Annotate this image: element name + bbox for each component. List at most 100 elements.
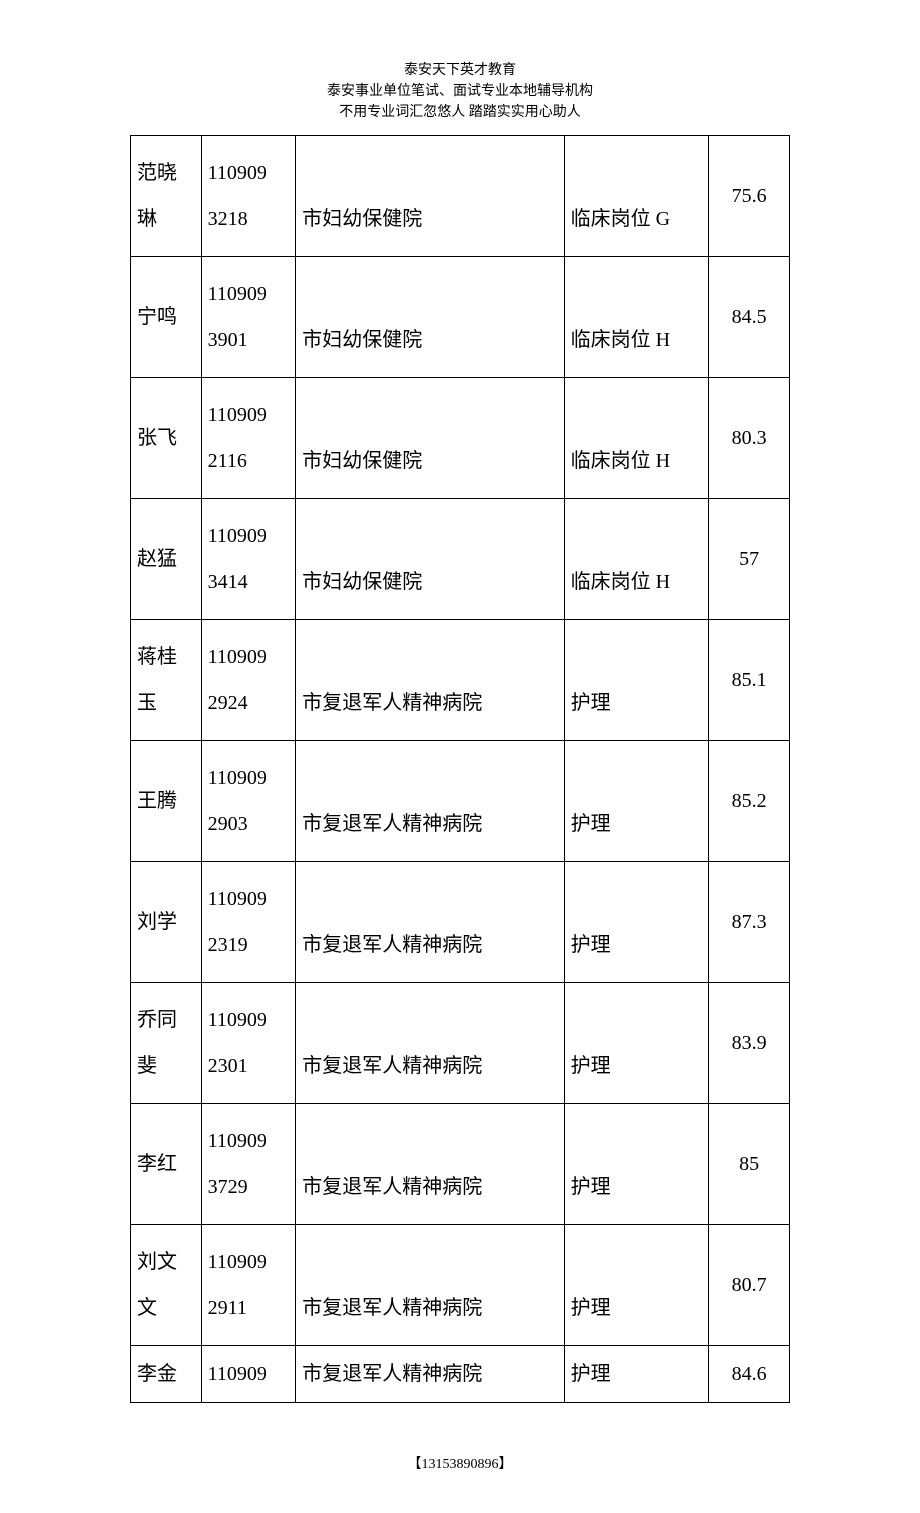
id-line2: 2301 (208, 1043, 290, 1089)
cell-organization: 市妇幼保健院 (296, 257, 564, 378)
org-text: 市复退军人精神病院 (302, 922, 557, 968)
id-line2: 2924 (208, 680, 290, 726)
id-line1: 110909 (208, 1118, 290, 1164)
cell-organization: 市复退军人精神病院 (296, 1225, 564, 1346)
cell-id: 1109092911 (201, 1225, 296, 1346)
cell-score: 80.7 (709, 1225, 790, 1346)
header-line-3: 不用专业词汇忽悠人 踏踏实实用心助人 (130, 102, 790, 123)
cell-position: 护理 (564, 741, 709, 862)
name-line2: 琳 (137, 196, 195, 242)
name-line2: 斐 (137, 1043, 195, 1089)
cell-id: 1109092924 (201, 620, 296, 741)
score-text: 85.1 (732, 669, 767, 691)
page-header: 泰安天下英才教育 泰安事业单位笔试、面试专业本地辅导机构 不用专业词汇忽悠人 踏… (130, 60, 790, 123)
name-line2: 玉 (137, 680, 195, 726)
org-text: 市妇幼保健院 (302, 559, 557, 605)
name-line2: 赵猛 (137, 536, 195, 582)
id-line1: 110909 (208, 997, 290, 1043)
pos-blank (571, 997, 703, 1043)
table-row: 蒋桂玉1109092924 市复退军人精神病院 护理85.1 (131, 620, 790, 741)
cell-organization: 市复退军人精神病院 (296, 1104, 564, 1225)
org-blank (302, 876, 557, 922)
cell-id: 1109092301 (201, 983, 296, 1104)
cell-position: 护理 (564, 1225, 709, 1346)
cell-organization: 市复退军人精神病院 (296, 983, 564, 1104)
table-row: 张飞1109092116 市妇幼保健院 临床岗位 H80.3 (131, 378, 790, 499)
id-text: 110909 (208, 1363, 267, 1385)
org-blank (302, 513, 557, 559)
pos-blank (571, 634, 703, 680)
cell-position: 临床岗位 H (564, 378, 709, 499)
name-text: 李金 (137, 1363, 177, 1385)
cell-score: 85.1 (709, 620, 790, 741)
name-line1: 蒋桂 (137, 634, 195, 680)
cell-organization: 市妇幼保健院 (296, 136, 564, 257)
name-line1: 乔同 (137, 997, 195, 1043)
cell-score: 85.2 (709, 741, 790, 862)
cell-position: 临床岗位 H (564, 499, 709, 620)
id-line2: 2116 (208, 438, 290, 484)
id-line2: 2319 (208, 922, 290, 968)
org-text: 市复退军人精神病院 (302, 1164, 557, 1210)
org-text: 市妇幼保健院 (302, 438, 557, 484)
pos-blank (571, 876, 703, 922)
id-line1: 110909 (208, 513, 290, 559)
cell-id: 1109093414 (201, 499, 296, 620)
org-blank (302, 634, 557, 680)
id-line2: 2911 (208, 1285, 290, 1331)
pos-text: 护理 (571, 1164, 703, 1210)
org-text: 市复退军人精神病院 (302, 1363, 482, 1385)
score-text: 87.3 (732, 911, 767, 933)
pos-text: 护理 (571, 922, 703, 968)
cell-position: 护理 (564, 1346, 709, 1403)
pos-text: 临床岗位 H (571, 317, 703, 363)
pos-text: 护理 (571, 801, 703, 847)
table-row: 李红1109093729 市复退军人精神病院 护理85 (131, 1104, 790, 1225)
cell-score: 80.3 (709, 378, 790, 499)
name-line2: 李红 (137, 1141, 195, 1187)
org-text: 市复退军人精神病院 (302, 1043, 557, 1089)
cell-score: 83.9 (709, 983, 790, 1104)
id-line1: 110909 (208, 634, 290, 680)
cell-name: 李金 (131, 1346, 202, 1403)
score-text: 75.6 (732, 185, 767, 207)
pos-blank (571, 392, 703, 438)
id-line2: 2903 (208, 801, 290, 847)
cell-id: 1109093901 (201, 257, 296, 378)
cell-score: 87.3 (709, 862, 790, 983)
org-blank (302, 997, 557, 1043)
name-line2: 文 (137, 1285, 195, 1331)
id-line2: 3729 (208, 1164, 290, 1210)
cell-id: 1109093218 (201, 136, 296, 257)
cell-name: 蒋桂玉 (131, 620, 202, 741)
pos-text: 临床岗位 G (571, 196, 703, 242)
cell-id: 1109093729 (201, 1104, 296, 1225)
id-line1: 110909 (208, 755, 290, 801)
cell-position: 护理 (564, 620, 709, 741)
cell-name: 乔同斐 (131, 983, 202, 1104)
id-line1: 110909 (208, 876, 290, 922)
table-row: 刘学 1109092319 市复退军人精神病院 护理 87.3 (131, 862, 790, 983)
cell-position: 临床岗位 H (564, 257, 709, 378)
org-blank (302, 392, 557, 438)
id-line2: 3901 (208, 317, 290, 363)
cell-organization: 市妇幼保健院 (296, 499, 564, 620)
cell-organization: 市复退军人精神病院 (296, 862, 564, 983)
org-blank (302, 1239, 557, 1285)
pos-text: 护理 (571, 680, 703, 726)
org-blank (302, 755, 557, 801)
org-text: 市复退军人精神病院 (302, 801, 557, 847)
header-line-1: 泰安天下英才教育 (130, 60, 790, 81)
org-blank (302, 271, 557, 317)
name-line1: 范晓 (137, 150, 195, 196)
cell-position: 护理 (564, 983, 709, 1104)
name-line2: 张飞 (137, 415, 195, 461)
id-line2: 3414 (208, 559, 290, 605)
pos-blank (571, 513, 703, 559)
table-row: 宁鸣1109093901 市妇幼保健院 临床岗位 H84.5 (131, 257, 790, 378)
name-line2: 刘学 (137, 899, 195, 945)
pos-text: 护理 (571, 1363, 611, 1385)
table-row: 王腾1109092903 市复退军人精神病院 护理85.2 (131, 741, 790, 862)
name-line1: 刘文 (137, 1239, 195, 1285)
table-row: 刘文文1109092911 市复退军人精神病院 护理80.7 (131, 1225, 790, 1346)
